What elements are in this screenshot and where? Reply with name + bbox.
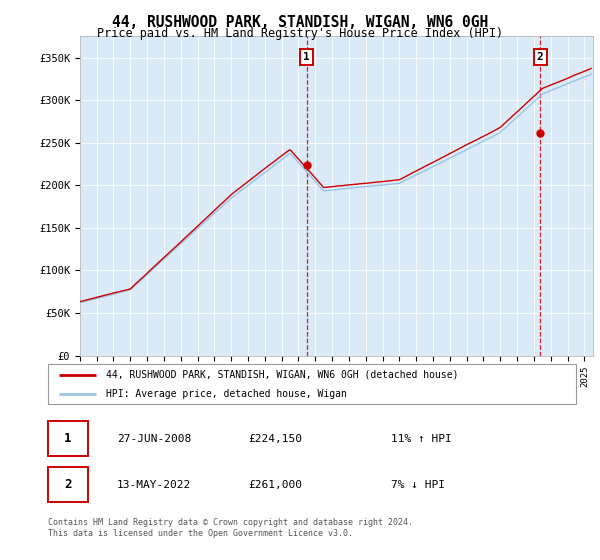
Text: Price paid vs. HM Land Registry's House Price Index (HPI): Price paid vs. HM Land Registry's House …	[97, 27, 503, 40]
Text: Contains HM Land Registry data © Crown copyright and database right 2024.: Contains HM Land Registry data © Crown c…	[48, 519, 413, 528]
Text: 44, RUSHWOOD PARK, STANDISH, WIGAN, WN6 0GH (detached house): 44, RUSHWOOD PARK, STANDISH, WIGAN, WN6 …	[106, 370, 458, 380]
Text: 27-JUN-2008: 27-JUN-2008	[116, 433, 191, 444]
Text: 1: 1	[64, 432, 71, 445]
FancyBboxPatch shape	[48, 421, 88, 456]
Text: £224,150: £224,150	[248, 433, 302, 444]
Text: 2: 2	[64, 478, 71, 491]
Text: HPI: Average price, detached house, Wigan: HPI: Average price, detached house, Wiga…	[106, 389, 347, 399]
Text: 13-MAY-2022: 13-MAY-2022	[116, 480, 191, 490]
Text: 7% ↓ HPI: 7% ↓ HPI	[391, 480, 445, 490]
Text: 11% ↑ HPI: 11% ↑ HPI	[391, 433, 452, 444]
Text: This data is licensed under the Open Government Licence v3.0.: This data is licensed under the Open Gov…	[48, 530, 353, 539]
Text: 44, RUSHWOOD PARK, STANDISH, WIGAN, WN6 0GH: 44, RUSHWOOD PARK, STANDISH, WIGAN, WN6 …	[112, 15, 488, 30]
FancyBboxPatch shape	[48, 364, 576, 404]
Text: 2: 2	[537, 52, 544, 62]
Text: 1: 1	[304, 52, 310, 62]
FancyBboxPatch shape	[48, 467, 88, 502]
Text: £261,000: £261,000	[248, 480, 302, 490]
